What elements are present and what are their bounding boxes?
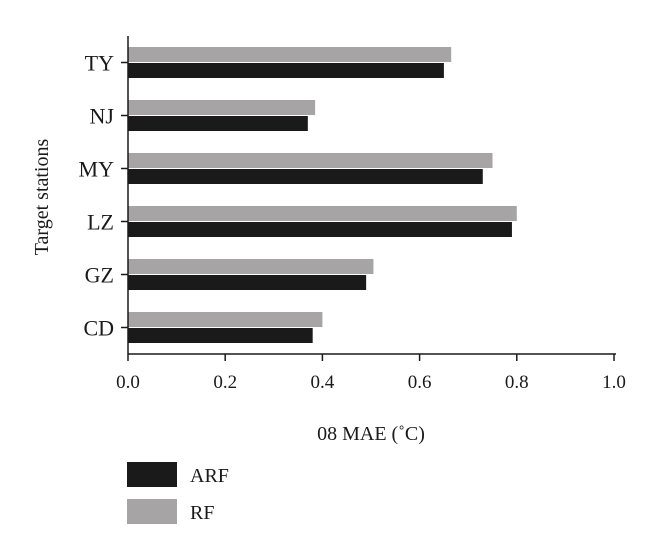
x-axis-title: 08 MAE (˚C) [317,423,425,445]
y-ticks-group: TY NJ MY LZ GZ CD [79,51,128,341]
bar-arf-ty [128,63,444,78]
legend-swatch-arf [127,462,177,487]
x-tick-label: 0.0 [116,372,140,393]
bar-arf-nj [128,116,308,131]
bars-group [128,47,517,343]
bar-rf-ty [128,47,452,62]
bar-arf-cd [128,328,313,343]
bar-arf-my [128,169,483,184]
bar-rf-gz [128,259,374,274]
y-tick-label: MY [79,157,115,182]
x-tick-label: 1.0 [602,372,626,393]
legend-label-arf: ARF [190,465,229,487]
bar-arf-gz [128,275,367,290]
axes-group [127,36,616,355]
y-tick-label: LZ [87,210,114,235]
x-ticks-group: 0.0 0.2 0.4 0.6 0.8 1.0 [116,354,626,393]
bar-rf-my [128,153,493,168]
x-tick-label: 0.6 [408,372,432,393]
legend-label-rf: RF [190,502,214,524]
bar-rf-cd [128,312,323,327]
y-tick-label: NJ [90,104,115,129]
x-tick-label: 0.8 [505,372,529,393]
legend: ARF RF [127,462,229,524]
legend-swatch-rf [127,499,177,524]
x-tick-label: 0.4 [311,372,335,393]
y-tick-label: TY [85,51,114,76]
y-axis-title: Target stations [31,139,53,256]
bar-rf-nj [128,100,316,115]
x-tick-label: 0.2 [213,372,237,393]
y-tick-label: CD [83,316,114,341]
bar-arf-lz [128,222,512,237]
bar-rf-lz [128,206,517,221]
y-tick-label: GZ [85,263,114,288]
